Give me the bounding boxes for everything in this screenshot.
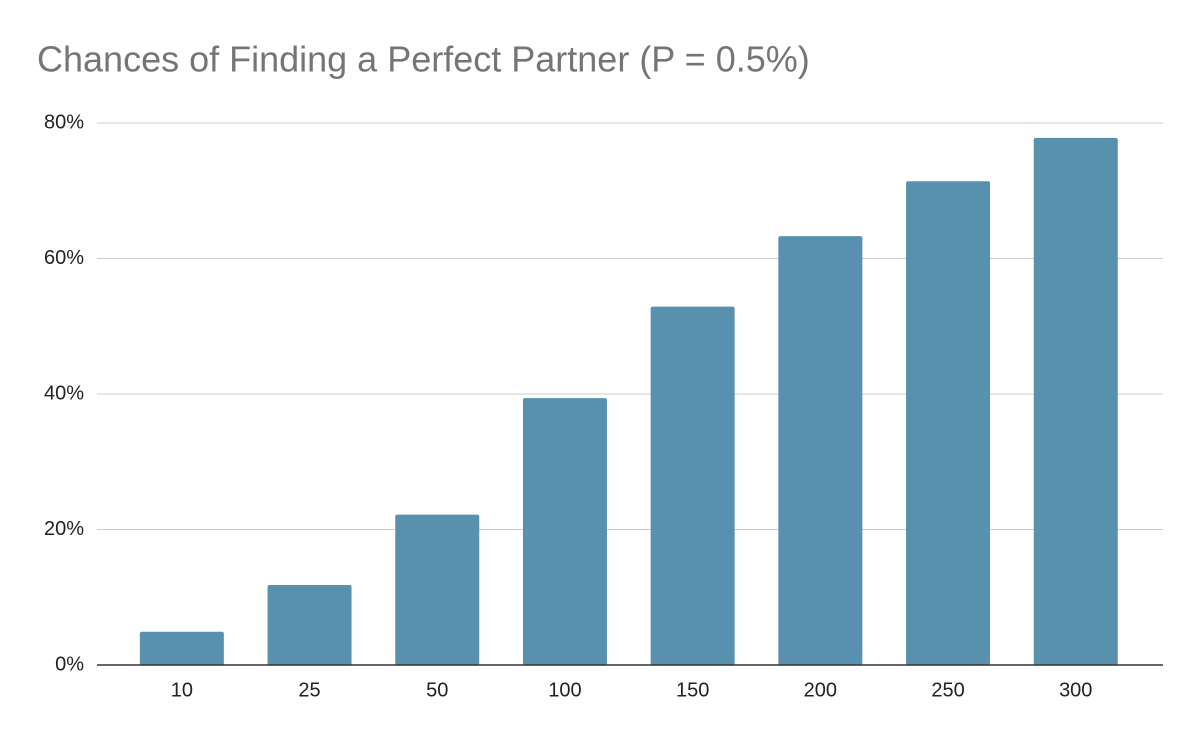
x-tick-label: 100 [548, 679, 581, 701]
bar [267, 585, 352, 665]
bar [522, 398, 607, 665]
bar [395, 514, 480, 665]
x-tick-label: 50 [426, 679, 448, 701]
chart-title: Chances of Finding a Perfect Partner (P … [37, 39, 810, 80]
bar [1033, 137, 1118, 665]
y-tick-label: 80% [44, 111, 84, 133]
x-tick-label: 10 [171, 679, 193, 701]
y-tick-label: 20% [44, 518, 84, 540]
bar [906, 181, 991, 665]
x-tick-label: 300 [1059, 679, 1092, 701]
y-tick-label: 0% [55, 653, 84, 675]
x-tick-label: 250 [931, 679, 964, 701]
y-tick-label: 60% [44, 247, 84, 269]
y-tick-label: 40% [44, 382, 84, 404]
bar [650, 306, 735, 665]
x-tick-label: 25 [298, 679, 320, 701]
bar [778, 236, 863, 665]
x-tick-label: 150 [676, 679, 709, 701]
x-tick-label: 200 [804, 679, 837, 701]
bar [139, 631, 224, 665]
